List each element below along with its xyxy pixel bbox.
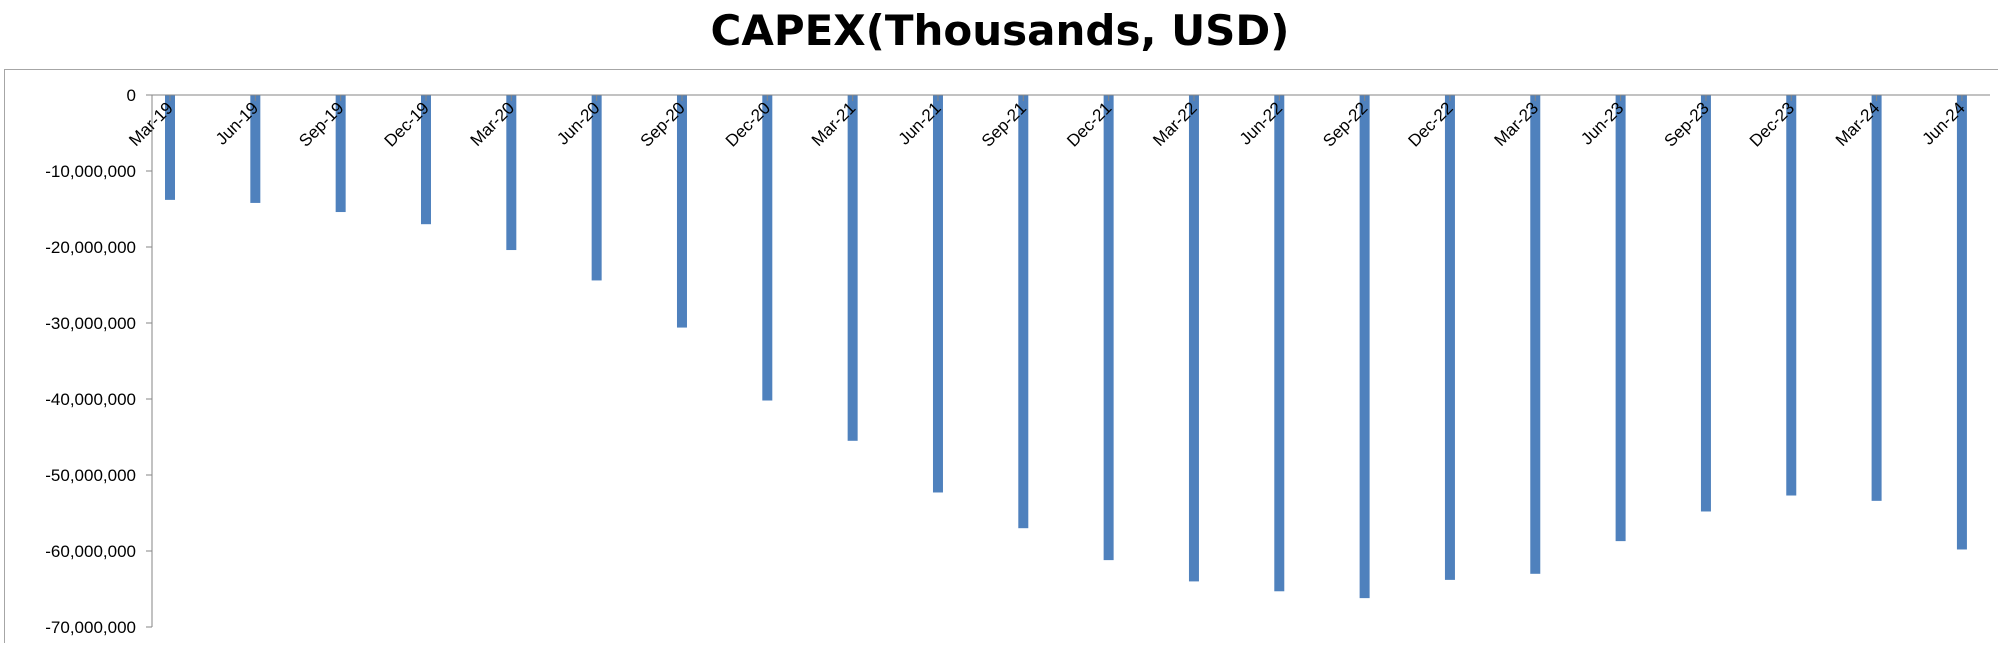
bar — [1359, 95, 1370, 599]
bar — [1188, 95, 1199, 582]
bar — [420, 95, 431, 225]
bar — [335, 95, 346, 213]
bar — [1444, 95, 1455, 580]
y-tick-label: -20,000,000 — [45, 238, 136, 257]
bar — [250, 95, 261, 203]
bar — [1018, 95, 1029, 529]
bar — [1103, 95, 1114, 561]
y-tick-label: -70,000,000 — [45, 618, 136, 637]
bar — [1871, 95, 1882, 501]
bar — [762, 95, 773, 401]
bar — [1700, 95, 1711, 512]
bar — [1274, 95, 1285, 592]
bar — [932, 95, 943, 493]
bar — [1530, 95, 1541, 574]
bar — [676, 95, 687, 328]
bar — [165, 95, 175, 200]
y-tick-label: -50,000,000 — [45, 466, 136, 485]
bar — [1615, 95, 1626, 542]
y-tick-label: -10,000,000 — [45, 162, 136, 181]
y-tick-label: 0 — [127, 86, 136, 105]
bar — [1786, 95, 1797, 496]
bar — [1956, 95, 1967, 550]
bar — [847, 95, 858, 441]
y-tick-label: -30,000,000 — [45, 314, 136, 333]
y-tick-label: -60,000,000 — [45, 542, 136, 561]
bar — [506, 95, 517, 251]
chart-title: CAPEX(Thousands, USD) — [710, 6, 1290, 55]
y-tick-label: -40,000,000 — [45, 390, 136, 409]
bar — [591, 95, 602, 281]
plot-area-frame — [4, 69, 1998, 643]
